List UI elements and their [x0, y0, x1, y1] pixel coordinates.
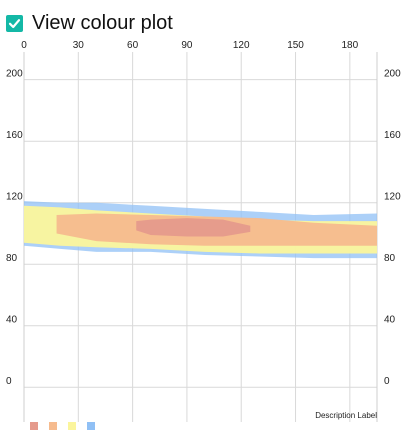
- y-tick-label-right: 200: [384, 69, 401, 80]
- x-tick-label: 30: [73, 40, 85, 51]
- x-tick-label: 150: [287, 40, 304, 51]
- legend-swatch-low: [87, 422, 95, 430]
- legend-swatch-high: [49, 422, 57, 430]
- colour-plot-chart: 0 30 60 90 120 150 180 200 200 160 160 120 120 80 80 40…: [6, 40, 401, 430]
- y-tick-label-left: 200: [6, 69, 23, 80]
- y-tick-label-right: 80: [384, 253, 396, 264]
- checkbox[interactable]: [6, 14, 23, 32]
- x-tick-label: 0: [21, 40, 27, 51]
- y-tick-label-left: 0: [6, 376, 12, 387]
- heatmap-band-core: [136, 218, 251, 237]
- x-tick-label: 60: [127, 40, 139, 51]
- view-colour-plot-toggle[interactable]: View colour plot: [6, 10, 173, 36]
- legend-swatch-mid: [68, 422, 76, 430]
- toggle-label: View colour plot: [32, 11, 173, 34]
- x-tick-label: 90: [181, 40, 193, 51]
- y-tick-label-right: 0: [384, 376, 390, 387]
- y-tick-label-left: 40: [6, 315, 18, 326]
- description-label: Description Label: [315, 411, 377, 420]
- y-tick-label-left: 80: [6, 253, 18, 264]
- y-tick-label-right: 160: [384, 130, 401, 141]
- checkmark-icon: [8, 18, 21, 28]
- y-tick-label-right: 120: [384, 192, 401, 203]
- y-tick-label-left: 160: [6, 130, 23, 141]
- legend-swatch-core: [30, 422, 38, 430]
- y-tick-label-right: 40: [384, 315, 396, 326]
- x-tick-label: 180: [342, 40, 359, 51]
- y-tick-label-left: 120: [6, 192, 23, 203]
- x-tick-label: 120: [233, 40, 250, 51]
